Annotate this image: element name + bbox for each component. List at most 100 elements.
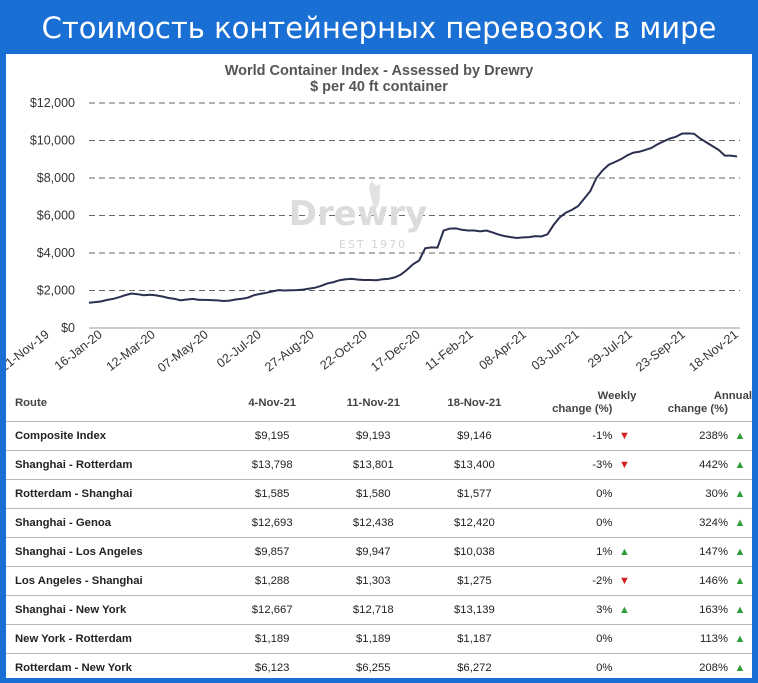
table-header-row: Route 4-Nov-21 11-Nov-21 18-Nov-21 Weekl… [6, 385, 752, 422]
up-triangle-icon: ▲ [734, 459, 746, 471]
weekly-change-cell: -3% ▼ [524, 450, 637, 480]
table-row: Shanghai - Genoa $12,693 $12,438 $12,420 0% 3… [6, 508, 752, 538]
annual-change-cell: 146% ▲ [636, 566, 752, 596]
flame-icon [369, 180, 382, 214]
value-cell-1: $9,857 [221, 537, 323, 567]
y-tick-label: $12,000 [30, 96, 75, 110]
weekly-change-value: 0% [596, 517, 613, 529]
route-cell: Composite Index [6, 421, 222, 451]
value-cell-2: $12,718 [322, 595, 424, 625]
x-tick-label: 07-May-20 [155, 327, 211, 375]
table-row: Shanghai - New York $12,667 $12,718 $13,139… [6, 595, 752, 625]
table-row: Los Angeles - Shanghai $1,288 $1,303 $1,275… [6, 566, 752, 596]
weekly-change-cell: 0% [525, 654, 636, 683]
up-triangle-icon: ▲ [734, 488, 746, 500]
value-cell-3: $6,272 [457, 662, 492, 674]
weekly-change-cell: 0% [524, 508, 637, 538]
weekly-change-cell: 0% [524, 624, 637, 654]
value-cell-2: $1,303 [322, 566, 424, 596]
up-triangle-icon: ▲ [734, 575, 746, 587]
value-cell-2: $6,255 [356, 662, 391, 674]
value-cell-1: $6,123 [254, 662, 290, 674]
header-date-2: 11-Nov-21 [322, 385, 424, 422]
weekly-change-value: 1% [596, 546, 613, 558]
value-cell-3: $12,420 [423, 508, 525, 538]
x-tick-label: 29-Jul-21 [585, 327, 635, 370]
weekly-change-cell: 0% [524, 479, 637, 509]
x-tick-label: 22-Oct-20 [317, 327, 369, 372]
y-tick-label: $6,000 [37, 209, 75, 223]
table-row: Rotterdam - Shanghai $1,585 $1,580 $1,577 0%… [6, 479, 752, 509]
up-triangle-icon: ▲ [618, 604, 630, 616]
route-cell: Shanghai - Rotterdam [6, 450, 222, 480]
value-cell-3: $1,275 [423, 566, 525, 596]
x-tick-label: 12-Mar-20 [104, 327, 158, 374]
watermark-text: Drewry [289, 194, 427, 234]
value-cell-2: $13,801 [322, 450, 424, 480]
down-triangle-icon: ▼ [618, 575, 630, 587]
annual-change-cell: 147% ▲ [636, 537, 752, 567]
x-tick-label: 21-Nov-19 [6, 327, 52, 374]
header-route: Route [6, 385, 222, 422]
chart-subtitle: $ per 40 ft container [310, 79, 448, 95]
value-cell-1: $9,195 [221, 421, 323, 451]
value-cell-3: $13,400 [423, 450, 525, 480]
value-cell-1: $1,585 [221, 479, 323, 509]
annual-change-cell: 442% ▲ [636, 450, 752, 480]
y-tick-label: $0 [61, 321, 75, 335]
x-tick-label: 03-Jun-21 [529, 327, 582, 373]
table-row: Rotterdam - New York $6,123 $6,255 $6,272 0%… [6, 654, 752, 683]
up-triangle-icon: ▲ [734, 662, 746, 674]
series-line [88, 132, 738, 304]
down-triangle-icon: ▼ [618, 430, 630, 442]
annual-change-cell: 208% ▲ [636, 654, 752, 683]
up-triangle-icon: ▲ [734, 633, 746, 645]
weekly-change-value: 0% [596, 633, 613, 645]
value-cell-2: $12,438 [322, 508, 424, 538]
x-tick-label: 17-Dec-20 [368, 327, 423, 374]
headline: Стоимость контейнерных перевозок в мире [41, 11, 717, 45]
y-tick-label: $8,000 [37, 171, 75, 185]
value-cell-2: $9,947 [322, 537, 424, 567]
x-tick-label: 02-Jul-20 [214, 327, 264, 370]
weekly-change-value: 0% [596, 488, 613, 500]
up-triangle-icon: ▲ [734, 517, 746, 529]
header-date-1: 4-Nov-21 [221, 385, 323, 422]
up-triangle-icon: ▲ [734, 604, 746, 616]
y-tick-label: $2,000 [37, 284, 75, 298]
weekly-change-cell: -2% ▼ [524, 566, 637, 596]
route-cell: Shanghai - Los Angeles [6, 537, 222, 567]
annual-change-value: 163% [699, 604, 728, 616]
y-tick-label: $4,000 [37, 246, 75, 260]
weekly-change-value: -3% [592, 459, 613, 471]
weekly-change-cell: -1% ▼ [524, 421, 637, 451]
annual-change-cell: 238% ▲ [636, 421, 752, 451]
weekly-change-value: -1% [592, 430, 613, 442]
value-cell-2: $9,193 [322, 421, 424, 451]
value-cell-2: $1,189 [322, 624, 424, 654]
annual-change-value: 147% [699, 546, 728, 558]
x-tick-label: 08-Apr-21 [476, 327, 528, 372]
x-tick-label: 11-Feb-21 [423, 327, 476, 373]
y-axis-labels: $0 $2,000 $4,000 $6,000 $8,000 $10,000 $12,000 [30, 96, 75, 335]
route-cell: Los Angeles - Shanghai [6, 566, 222, 596]
table-row: New York - Rotterdam $1,189 $1,189 $1,187 0%… [6, 624, 752, 654]
annual-change-value: 238% [699, 430, 728, 442]
value-cell-3: $10,038 [423, 537, 525, 567]
annual-change-cell: 163% ▲ [636, 595, 752, 625]
annual-change-cell: 30% ▲ [636, 479, 752, 509]
weekly-change-value: -2% [592, 575, 613, 587]
header-annual-change: Annual change (%) [636, 385, 752, 422]
rates-table: Route 4-Nov-21 11-Nov-21 18-Nov-21 Weekl… [6, 385, 752, 682]
watermark-subtext: EST 1970 [339, 238, 407, 251]
drewry-watermark: Drewry EST 1970 [289, 180, 427, 251]
up-triangle-icon: ▲ [734, 430, 746, 442]
header-weekly-change: Weekly change (%) [524, 385, 637, 422]
x-tick-label: 27-Aug-20 [262, 327, 317, 374]
annual-change-value: 146% [699, 575, 728, 587]
route-cell: Rotterdam - Shanghai [6, 479, 222, 509]
down-triangle-icon: ▼ [618, 459, 630, 471]
route-cell: Shanghai - Genoa [6, 508, 222, 538]
